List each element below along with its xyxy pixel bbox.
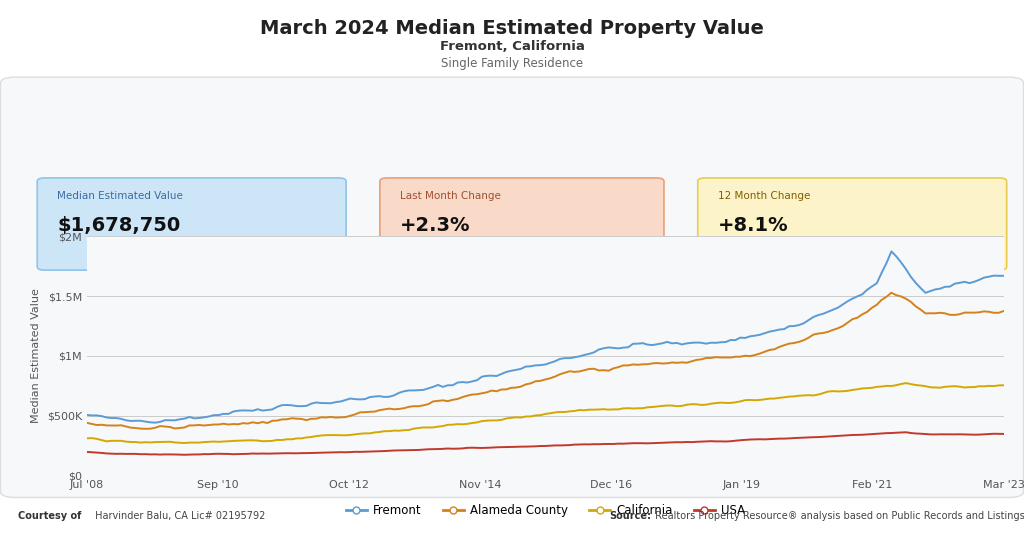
Alameda County: [266, 418, 279, 424]
Text: Source:: Source:: [609, 511, 651, 521]
Alameda County: [690, 357, 702, 363]
USA: [807, 434, 819, 440]
Legend: Fremont, Alameda County, California, USA: Fremont, Alameda County, California, USA: [341, 499, 750, 522]
FancyBboxPatch shape: [380, 178, 664, 270]
USA: [773, 436, 785, 442]
Line: California: California: [87, 383, 1004, 443]
USA: [900, 429, 912, 436]
Text: $1,678,750: $1,678,750: [57, 216, 180, 235]
Alameda County: [232, 421, 245, 427]
FancyBboxPatch shape: [697, 178, 1007, 270]
California: [432, 423, 444, 430]
Fremont: [232, 408, 245, 414]
Text: Realtors Property Resource® analysis based on Public Records and Listings: Realtors Property Resource® analysis bas…: [652, 511, 1024, 521]
USA: [81, 449, 93, 455]
Alameda County: [139, 426, 152, 432]
Line: Alameda County: Alameda County: [87, 293, 1004, 429]
FancyBboxPatch shape: [0, 77, 1024, 497]
USA: [690, 439, 702, 445]
Alameda County: [886, 289, 898, 296]
Text: Median Estimated Value: Median Estimated Value: [57, 191, 183, 201]
Fremont: [266, 406, 279, 412]
Text: +2.3%: +2.3%: [399, 216, 470, 235]
Fremont: [886, 248, 898, 255]
Line: USA: USA: [87, 432, 1004, 455]
Fremont: [807, 314, 819, 320]
Alameda County: [773, 344, 785, 350]
Text: Courtesy of: Courtesy of: [18, 511, 82, 521]
Y-axis label: Median Estimated Value: Median Estimated Value: [32, 288, 41, 423]
California: [690, 401, 702, 408]
California: [81, 435, 93, 441]
Fremont: [773, 326, 785, 333]
Fremont: [81, 412, 93, 418]
California: [232, 438, 245, 444]
Text: +8.1%: +8.1%: [718, 216, 788, 235]
California: [266, 438, 279, 444]
California: [997, 382, 1010, 388]
Alameda County: [81, 420, 93, 426]
USA: [178, 452, 190, 458]
Text: Harvinder Balu, CA Lic# 02195792: Harvinder Balu, CA Lic# 02195792: [92, 511, 265, 521]
California: [178, 440, 190, 446]
Alameda County: [997, 308, 1010, 314]
Fremont: [432, 382, 444, 388]
Text: March 2024 Median Estimated Property Value: March 2024 Median Estimated Property Val…: [260, 19, 764, 38]
Text: Single Family Residence: Single Family Residence: [441, 57, 583, 70]
Fremont: [997, 273, 1010, 279]
Alameda County: [807, 331, 819, 338]
California: [900, 380, 912, 386]
Fremont: [150, 419, 162, 426]
USA: [266, 451, 279, 457]
FancyBboxPatch shape: [37, 178, 346, 270]
Text: Last Month Change: Last Month Change: [399, 191, 501, 201]
USA: [232, 451, 245, 458]
USA: [997, 431, 1010, 437]
California: [807, 392, 819, 398]
USA: [432, 446, 444, 452]
California: [773, 395, 785, 401]
Line: Fremont: Fremont: [87, 251, 1004, 423]
Text: Fremont, California: Fremont, California: [439, 40, 585, 53]
Alameda County: [432, 398, 444, 404]
Text: 12 Month Change: 12 Month Change: [718, 191, 810, 201]
Fremont: [690, 339, 702, 346]
